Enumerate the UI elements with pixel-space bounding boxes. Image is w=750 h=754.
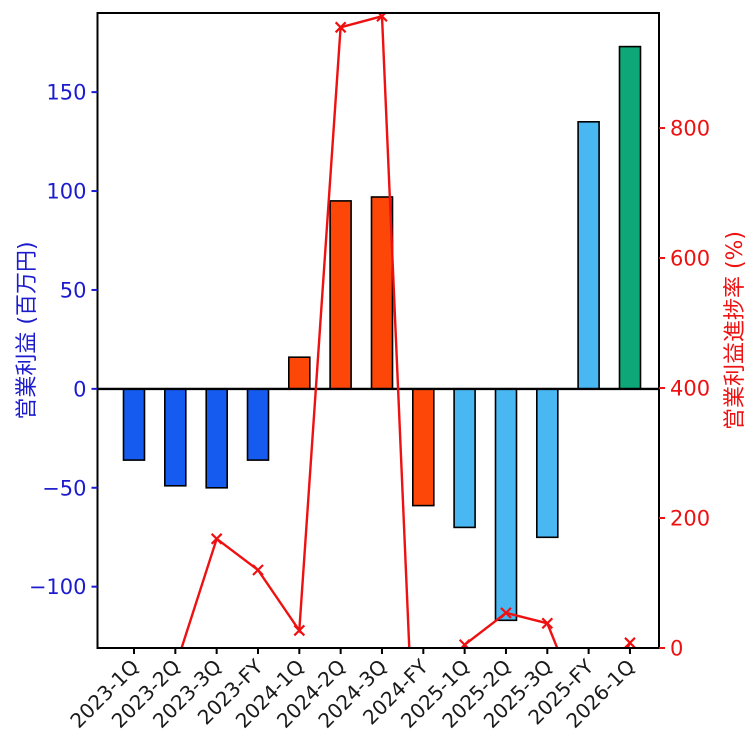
left-tick-label: 100: [46, 180, 86, 204]
line-marker-2026-1Q: [624, 637, 636, 648]
line-marker-2025-2Q: [500, 607, 512, 619]
x-marker-stroke: [459, 638, 471, 648]
left-tick-label: −100: [29, 575, 87, 599]
bar-2024-2Q: [329, 200, 352, 390]
x-marker-stroke: [376, 13, 387, 23]
bar-2023-3Q: [205, 388, 228, 489]
right-tick-label: 400: [670, 377, 710, 401]
line-marker-2023-3Q: [210, 533, 223, 545]
x-marker-stroke: [293, 624, 306, 637]
line-marker-2025-1Q: [458, 638, 471, 648]
right-tick-label: 200: [670, 507, 710, 531]
x-marker-stroke: [252, 564, 264, 576]
line-marker-2024-2Q: [334, 21, 347, 34]
bar-2025-1Q: [453, 388, 476, 529]
x-marker-stroke: [541, 617, 554, 630]
x-marker-stroke: [210, 533, 223, 545]
left-tick-label: 0: [73, 377, 86, 401]
bar-2025-2Q: [494, 388, 518, 622]
bar-2025-FY: [577, 121, 600, 390]
line-layer: [180, 13, 636, 648]
line-marker-2023-FY: [252, 564, 264, 576]
bar-2025-3Q: [535, 388, 559, 539]
x-marker-stroke: [624, 637, 636, 648]
bars-layer: [122, 45, 642, 622]
x-marker-stroke: [334, 21, 347, 34]
bar-2026-1Q: [618, 45, 642, 390]
right-tick-label: 0: [670, 637, 683, 661]
right-tick-label: 800: [670, 117, 710, 141]
bar-2024-FY: [411, 388, 435, 507]
x-marker-stroke: [500, 607, 512, 619]
right-tick-label: 600: [670, 247, 710, 271]
bar-2023-1Q: [122, 388, 146, 461]
left-tick-label: −50: [42, 476, 86, 500]
left-tick-label: 150: [46, 81, 86, 105]
plot-border: [96, 12, 660, 649]
line-marker-2024-3Q: [376, 13, 388, 23]
bar-2023-FY: [246, 388, 270, 461]
line-marker-2025-3Q: [541, 617, 554, 630]
left-axis-title: 営業利益 (百万円): [15, 241, 40, 419]
bar-2023-2Q: [164, 388, 187, 487]
right-axis-title: 営業利益進捗率 (%): [723, 231, 748, 430]
bar-2024-3Q: [370, 196, 394, 390]
left-tick-label: 50: [60, 278, 87, 302]
line-marker-2024-1Q: [293, 624, 306, 637]
bar-2024-1Q: [287, 356, 311, 390]
